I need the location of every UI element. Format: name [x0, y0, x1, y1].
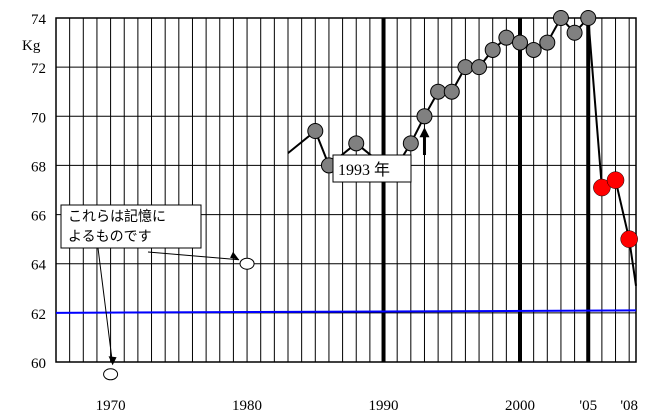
red-data-point	[621, 231, 638, 248]
gray-data-point	[581, 11, 596, 26]
y-axis-unit-label: Kg	[22, 38, 41, 54]
data-markers	[104, 11, 638, 380]
y-tick-label: 64	[31, 258, 47, 274]
memory-note-arrow-1980	[148, 252, 239, 260]
x-tick-label: 2000	[505, 398, 535, 414]
gray-data-point	[553, 11, 568, 26]
series-line	[288, 18, 636, 286]
y-tick-label: 74	[31, 12, 47, 28]
year-callout-label: 1993 年	[338, 161, 390, 179]
memory-note-line1: これらは記憶に	[68, 208, 166, 225]
year-callout-arrowhead	[419, 127, 429, 137]
gray-data-point	[431, 84, 446, 99]
x-tick-label: 1970	[96, 398, 126, 414]
y-tick-label: 60	[31, 356, 46, 372]
gray-data-point	[567, 25, 582, 40]
red-data-point	[607, 172, 624, 189]
y-axis-ticks: 60 62 64 66 68 70 72 74	[31, 12, 47, 372]
gray-data-point	[472, 60, 487, 75]
gray-data-point	[499, 30, 514, 45]
gray-data-point	[444, 84, 459, 99]
gray-data-point	[540, 35, 555, 50]
y-tick-label: 72	[31, 61, 46, 77]
gray-data-point	[403, 136, 418, 151]
y-tick-label: 68	[31, 159, 46, 175]
gray-data-point	[485, 42, 500, 57]
x-tick-label: '05	[579, 398, 597, 414]
memory-note-annotation: これらは記憶に よるものです	[61, 205, 239, 365]
gray-data-point	[526, 42, 541, 57]
gray-data-point	[349, 136, 364, 151]
y-tick-label: 62	[31, 307, 46, 323]
gray-data-point	[308, 124, 323, 139]
memory-data-point	[240, 258, 254, 269]
x-tick-label: 1980	[232, 398, 262, 414]
memory-note-line2: よるものです	[68, 229, 152, 245]
gray-data-point	[417, 109, 432, 124]
x-axis-ticks: 1970 1980 1990 2000 '05 '08	[96, 398, 638, 414]
gray-data-point	[458, 60, 473, 75]
x-tick-label: 1990	[369, 398, 399, 414]
gray-data-point	[513, 35, 528, 50]
y-tick-label: 66	[31, 209, 47, 225]
y-tick-label: 70	[31, 110, 46, 126]
arrowhead-1970	[109, 356, 117, 365]
x-tick-label: '08	[620, 398, 638, 414]
memory-data-point	[104, 369, 118, 380]
arrowhead-1980	[230, 252, 239, 260]
